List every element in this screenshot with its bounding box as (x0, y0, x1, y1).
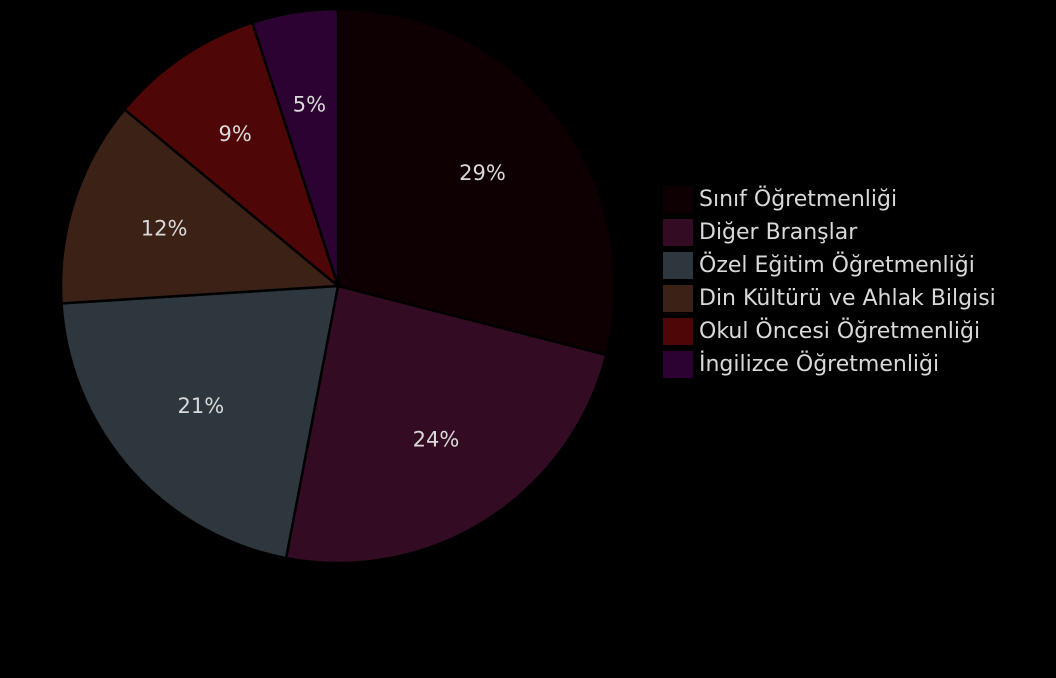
pie-slice (123, 21, 340, 288)
legend-label: Diğer Branşlar (699, 220, 858, 245)
pie-slice (284, 284, 608, 565)
legend-swatch (663, 285, 693, 312)
legend-item: Diğer Branşlar (663, 216, 996, 249)
pie-slice (251, 7, 340, 288)
slice-value-label: 21% (178, 394, 225, 418)
legend-item: Özel Eğitim Öğretmenliği (663, 249, 996, 282)
slice-value-label: 12% (141, 217, 188, 241)
pie-value-labels: 29% 24% 21% 12% 9% 5% (141, 92, 506, 451)
legend-label: Din Kültürü ve Ahlak Bilgisi (699, 286, 996, 311)
legend-item: Okul Öncesi Öğretmenliği (663, 315, 996, 348)
legend-label: Özel Eğitim Öğretmenliği (699, 253, 975, 278)
pie-slices (59, 7, 617, 565)
pie-slice (59, 108, 340, 305)
legend-swatch (663, 252, 693, 279)
legend-swatch (663, 219, 693, 246)
legend-label: İngilizce Öğretmenliği (699, 352, 940, 377)
slice-value-label: 29% (459, 161, 506, 185)
legend-swatch (663, 186, 693, 213)
legend-label: Okul Öncesi Öğretmenliği (699, 319, 981, 344)
slice-value-label: 24% (413, 427, 460, 451)
legend-label: Sınıf Öğretmenliği (699, 187, 898, 212)
legend-swatch (663, 318, 693, 345)
slice-value-label: 9% (219, 122, 252, 146)
legend-swatch (663, 351, 693, 378)
pie-slice (60, 284, 340, 560)
pie-slice (336, 7, 617, 357)
slice-value-label: 5% (293, 92, 326, 116)
legend: Sınıf Öğretmenliği Diğer Branşlar Özel Eği… (663, 183, 996, 381)
legend-item: Din Kültürü ve Ahlak Bilgisi (663, 282, 996, 315)
legend-item: İngilizce Öğretmenliği (663, 348, 996, 381)
legend-item: Sınıf Öğretmenliği (663, 183, 996, 216)
